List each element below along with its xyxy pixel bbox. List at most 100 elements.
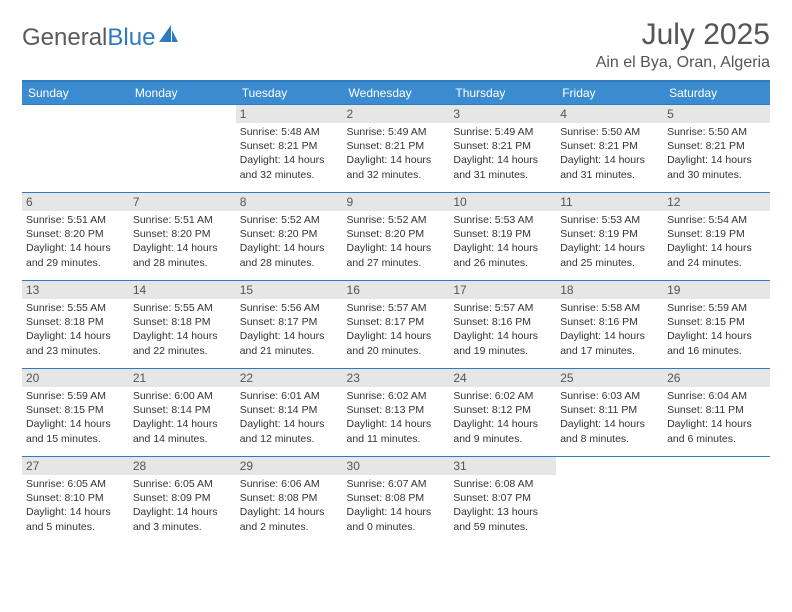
day-info: Sunrise: 6:03 AMSunset: 8:11 PMDaylight:… xyxy=(560,389,659,446)
day-info: Sunrise: 5:50 AMSunset: 8:21 PMDaylight:… xyxy=(667,125,766,182)
weekday-header: Saturday xyxy=(663,81,770,105)
day-number: 12 xyxy=(663,193,770,211)
calendar-day-cell xyxy=(22,105,129,193)
calendar-day-cell xyxy=(556,457,663,545)
logo-sail-icon xyxy=(158,23,180,51)
calendar-page: GeneralBlue July 2025 Ain el Bya, Oran, … xyxy=(0,0,792,555)
day-number: 23 xyxy=(343,369,450,387)
day-info: Sunrise: 6:02 AMSunset: 8:13 PMDaylight:… xyxy=(347,389,446,446)
day-number: 28 xyxy=(129,457,236,475)
day-number: 14 xyxy=(129,281,236,299)
day-info: Sunrise: 5:50 AMSunset: 8:21 PMDaylight:… xyxy=(560,125,659,182)
weekday-header: Tuesday xyxy=(236,81,343,105)
day-number: 22 xyxy=(236,369,343,387)
calendar-day-cell: 30 Sunrise: 6:07 AMSunset: 8:08 PMDayligh… xyxy=(343,457,450,545)
weekday-header: Friday xyxy=(556,81,663,105)
day-number: 17 xyxy=(449,281,556,299)
logo-text-2: Blue xyxy=(107,24,155,52)
calendar-day-cell: 19 Sunrise: 5:59 AMSunset: 8:15 PMDayligh… xyxy=(663,281,770,369)
calendar-day-cell: 1Sunrise: 5:48 AMSunset: 8:21 PMDaylight… xyxy=(236,105,343,193)
day-info: Sunrise: 5:51 AMSunset: 8:20 PMDaylight:… xyxy=(133,213,232,270)
header: GeneralBlue July 2025 Ain el Bya, Oran, … xyxy=(22,18,770,72)
calendar-day-cell: 23 Sunrise: 6:02 AMSunset: 8:13 PMDayligh… xyxy=(343,369,450,457)
calendar-day-cell: 5 Sunrise: 5:50 AMSunset: 8:21 PMDaylight… xyxy=(663,105,770,193)
day-info: Sunrise: 5:57 AMSunset: 8:16 PMDaylight:… xyxy=(453,301,552,358)
day-number: 15 xyxy=(236,281,343,299)
day-number: 4 xyxy=(556,105,663,123)
calendar-day-cell: 27 Sunrise: 6:05 AMSunset: 8:10 PMDayligh… xyxy=(22,457,129,545)
day-info: Sunrise: 5:53 AMSunset: 8:19 PMDaylight:… xyxy=(453,213,552,270)
calendar-day-cell: 21Sunrise: 6:00 AMSunset: 8:14 PMDayligh… xyxy=(129,369,236,457)
day-info: Sunrise: 5:57 AMSunset: 8:17 PMDaylight:… xyxy=(347,301,446,358)
calendar-week: 27 Sunrise: 6:05 AMSunset: 8:10 PMDayligh… xyxy=(22,457,770,545)
calendar-day-cell: 25 Sunrise: 6:03 AMSunset: 8:11 PMDayligh… xyxy=(556,369,663,457)
calendar-day-cell: 31 Sunrise: 6:08 AMSunset: 8:07 PMDayligh… xyxy=(449,457,556,545)
day-number: 5 xyxy=(663,105,770,123)
day-info: Sunrise: 6:04 AMSunset: 8:11 PMDaylight:… xyxy=(667,389,766,446)
day-info: Sunrise: 6:08 AMSunset: 8:07 PMDaylight:… xyxy=(453,477,552,534)
day-number: 29 xyxy=(236,457,343,475)
day-number: 16 xyxy=(343,281,450,299)
day-number: 13 xyxy=(22,281,129,299)
day-info: Sunrise: 5:59 AMSunset: 8:15 PMDaylight:… xyxy=(667,301,766,358)
calendar-day-cell: 2 Sunrise: 5:49 AMSunset: 8:21 PMDaylight… xyxy=(343,105,450,193)
calendar-body: 1Sunrise: 5:48 AMSunset: 8:21 PMDaylight… xyxy=(22,105,770,545)
calendar-week: 20 Sunrise: 5:59 AMSunset: 8:15 PMDayligh… xyxy=(22,369,770,457)
day-info: Sunrise: 5:56 AMSunset: 8:17 PMDaylight:… xyxy=(240,301,339,358)
day-number: 8 xyxy=(236,193,343,211)
calendar-day-cell: 18Sunrise: 5:58 AMSunset: 8:16 PMDayligh… xyxy=(556,281,663,369)
title-block: July 2025 Ain el Bya, Oran, Algeria xyxy=(596,18,770,72)
calendar-day-cell: 26 Sunrise: 6:04 AMSunset: 8:11 PMDayligh… xyxy=(663,369,770,457)
day-number: 19 xyxy=(663,281,770,299)
day-info: Sunrise: 6:06 AMSunset: 8:08 PMDaylight:… xyxy=(240,477,339,534)
day-number: 30 xyxy=(343,457,450,475)
day-number: 31 xyxy=(449,457,556,475)
day-info: Sunrise: 6:01 AMSunset: 8:14 PMDaylight:… xyxy=(240,389,339,446)
weekday-header: Monday xyxy=(129,81,236,105)
calendar-day-cell: 29 Sunrise: 6:06 AMSunset: 8:08 PMDayligh… xyxy=(236,457,343,545)
calendar-day-cell: 20 Sunrise: 5:59 AMSunset: 8:15 PMDayligh… xyxy=(22,369,129,457)
day-number: 10 xyxy=(449,193,556,211)
page-title: July 2025 xyxy=(596,18,770,52)
calendar-day-cell: 7 Sunrise: 5:51 AMSunset: 8:20 PMDaylight… xyxy=(129,193,236,281)
weekday-header: Thursday xyxy=(449,81,556,105)
day-info: Sunrise: 6:07 AMSunset: 8:08 PMDaylight:… xyxy=(347,477,446,534)
day-info: Sunrise: 6:00 AMSunset: 8:14 PMDaylight:… xyxy=(133,389,232,446)
day-info: Sunrise: 5:48 AMSunset: 8:21 PMDaylight:… xyxy=(240,125,339,182)
calendar-day-cell: 13 Sunrise: 5:55 AMSunset: 8:18 PMDayligh… xyxy=(22,281,129,369)
logo: GeneralBlue xyxy=(22,24,180,52)
day-info: Sunrise: 5:53 AMSunset: 8:19 PMDaylight:… xyxy=(560,213,659,270)
day-info: Sunrise: 6:05 AMSunset: 8:10 PMDaylight:… xyxy=(26,477,125,534)
day-number: 25 xyxy=(556,369,663,387)
calendar-day-cell: 11 Sunrise: 5:53 AMSunset: 8:19 PMDayligh… xyxy=(556,193,663,281)
day-number: 27 xyxy=(22,457,129,475)
day-info: Sunrise: 5:49 AMSunset: 8:21 PMDaylight:… xyxy=(347,125,446,182)
calendar-day-cell: 24 Sunrise: 6:02 AMSunset: 8:12 PMDayligh… xyxy=(449,369,556,457)
calendar-day-cell: 8Sunrise: 5:52 AMSunset: 8:20 PMDaylight… xyxy=(236,193,343,281)
location: Ain el Bya, Oran, Algeria xyxy=(596,54,770,72)
day-number: 26 xyxy=(663,369,770,387)
calendar-day-cell: 9Sunrise: 5:52 AMSunset: 8:20 PMDaylight… xyxy=(343,193,450,281)
day-number: 24 xyxy=(449,369,556,387)
day-info: Sunrise: 5:52 AMSunset: 8:20 PMDaylight:… xyxy=(347,213,446,270)
calendar-head: SundayMondayTuesdayWednesdayThursdayFrid… xyxy=(22,81,770,105)
day-info: Sunrise: 5:55 AMSunset: 8:18 PMDaylight:… xyxy=(26,301,125,358)
calendar-week: 6Sunrise: 5:51 AMSunset: 8:20 PMDaylight… xyxy=(22,193,770,281)
day-number: 18 xyxy=(556,281,663,299)
day-number: 11 xyxy=(556,193,663,211)
day-number: 3 xyxy=(449,105,556,123)
calendar-day-cell xyxy=(129,105,236,193)
calendar-day-cell: 17 Sunrise: 5:57 AMSunset: 8:16 PMDayligh… xyxy=(449,281,556,369)
day-info: Sunrise: 5:54 AMSunset: 8:19 PMDaylight:… xyxy=(667,213,766,270)
calendar-day-cell xyxy=(663,457,770,545)
day-info: Sunrise: 5:51 AMSunset: 8:20 PMDaylight:… xyxy=(26,213,125,270)
day-info: Sunrise: 5:59 AMSunset: 8:15 PMDaylight:… xyxy=(26,389,125,446)
logo-text-1: General xyxy=(22,24,107,52)
day-number: 2 xyxy=(343,105,450,123)
calendar-day-cell: 12 Sunrise: 5:54 AMSunset: 8:19 PMDayligh… xyxy=(663,193,770,281)
day-info: Sunrise: 6:02 AMSunset: 8:12 PMDaylight:… xyxy=(453,389,552,446)
calendar-day-cell: 6 Sunrise: 5:51 AMSunset: 8:20 PMDaylight… xyxy=(22,193,129,281)
day-number: 6 xyxy=(22,193,129,211)
day-number: 7 xyxy=(129,193,236,211)
day-number: 20 xyxy=(22,369,129,387)
